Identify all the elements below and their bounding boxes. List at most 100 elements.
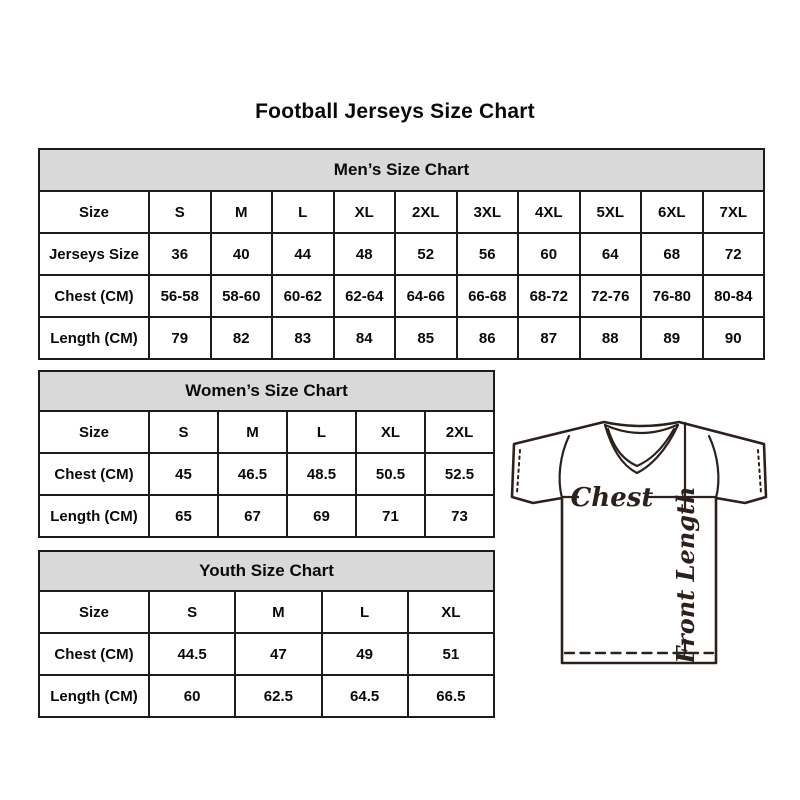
table-cell: 52.5	[424, 452, 495, 496]
column-header: S	[147, 590, 237, 634]
mens-table-title-row: Men’s Size Chart	[38, 148, 765, 192]
womens-table-title: Women’s Size Chart	[38, 370, 495, 412]
table-cell: 69	[286, 494, 357, 538]
table-cell: 65	[148, 494, 219, 538]
table-cell: 46.5	[217, 452, 288, 496]
size-label-header: Size	[38, 590, 150, 634]
column-header: 3XL	[455, 190, 519, 234]
jersey-outline	[510, 420, 768, 665]
row-label: Length (CM)	[38, 674, 150, 718]
table-cell: 36	[148, 232, 212, 276]
table-cell: 58-60	[209, 274, 273, 318]
column-header: XL	[406, 590, 496, 634]
column-header: L	[271, 190, 335, 234]
youth-table: Youth Size Chart Size S M L XL Chest (CM) 44.5 4…	[38, 550, 496, 718]
left-cuff-dotted-line	[516, 449, 521, 494]
youth-table-title: Youth Size Chart	[38, 550, 495, 592]
table-cell: 90	[701, 316, 765, 360]
table-row: Length (CM) 60 62.5 64.5 66.5	[38, 674, 496, 718]
column-header: M	[209, 190, 273, 234]
table-cell: 83	[271, 316, 335, 360]
column-header: S	[148, 190, 212, 234]
column-header: 6XL	[640, 190, 704, 234]
womens-header-row: Size S M L XL 2XL	[38, 410, 495, 454]
column-header: 4XL	[517, 190, 581, 234]
jersey-diagram-svg: Chest Front Length	[510, 420, 768, 665]
size-label-header: Size	[38, 410, 150, 454]
table-cell: 72-76	[578, 274, 642, 318]
table-cell: 72	[701, 232, 765, 276]
row-label: Chest (CM)	[38, 274, 150, 318]
table-cell: 87	[517, 316, 581, 360]
column-header: 7XL	[701, 190, 765, 234]
table-cell: 60	[147, 674, 237, 718]
table-cell: 50.5	[355, 452, 426, 496]
right-armhole-seam	[707, 434, 720, 500]
youth-size-chart-table: Youth Size Chart Size S M L XL Chest (CM) 44.5 4…	[38, 550, 496, 718]
left-armhole-seam	[558, 434, 571, 500]
front-length-label: Front Length	[671, 486, 700, 664]
womens-table-title-row: Women’s Size Chart	[38, 370, 495, 412]
mens-size-chart-table: Men’s Size Chart Size S M L XL 2XL 3XL 4XL 5XL 6XL…	[38, 148, 765, 360]
table-cell: 45	[148, 452, 219, 496]
table-cell: 44.5	[147, 632, 237, 676]
table-cell: 60	[517, 232, 581, 276]
collar-rib-curve	[603, 423, 679, 435]
table-cell: 51	[406, 632, 496, 676]
table-cell: 60-62	[271, 274, 335, 318]
column-header: 2XL	[394, 190, 458, 234]
size-label-header: Size	[38, 190, 150, 234]
table-cell: 62-64	[332, 274, 396, 318]
chest-label-backplate	[579, 483, 645, 510]
table-cell: 67	[217, 494, 288, 538]
chest-label: Chest	[571, 483, 654, 513]
table-row: Length (CM) 79 82 83 84 85 86 87 88 89 90	[38, 316, 765, 360]
table-cell: 86	[455, 316, 519, 360]
table-cell: 76-80	[640, 274, 704, 318]
table-cell: 71	[355, 494, 426, 538]
column-header: M	[217, 410, 288, 454]
column-header: XL	[332, 190, 396, 234]
table-cell: 62.5	[234, 674, 323, 718]
mens-header-row: Size S M L XL 2XL 3XL 4XL 5XL 6XL 7XL	[38, 190, 765, 234]
table-cell: 66-68	[455, 274, 519, 318]
table-cell: 84	[332, 316, 396, 360]
table-cell: 66.5	[406, 674, 496, 718]
table-cell: 82	[209, 316, 273, 360]
column-header: S	[148, 410, 219, 454]
row-label: Length (CM)	[38, 494, 150, 538]
table-cell: 48	[332, 232, 396, 276]
page-title: Football Jerseys Size Chart	[255, 100, 535, 123]
column-header: L	[286, 410, 357, 454]
table-cell: 48.5	[286, 452, 357, 496]
row-label: Jerseys Size	[38, 232, 150, 276]
row-label: Chest (CM)	[38, 632, 150, 676]
youth-table-title-row: Youth Size Chart	[38, 550, 495, 592]
collar-v-outer	[603, 423, 680, 475]
table-cell: 49	[320, 632, 409, 676]
mens-table-title: Men’s Size Chart	[38, 148, 765, 192]
column-header: 5XL	[578, 190, 642, 234]
youth-header-row: Size S M L XL	[38, 590, 496, 634]
column-header: XL	[355, 410, 426, 454]
mens-table: Men’s Size Chart Size S M L XL 2XL 3XL 4XL 5XL 6XL…	[38, 148, 765, 360]
table-row: Chest (CM) 44.5 47 49 51	[38, 632, 496, 676]
table-cell: 56-58	[148, 274, 212, 318]
column-header: M	[234, 590, 323, 634]
table-cell: 68	[640, 232, 704, 276]
table-row: Chest (CM) 56-58 58-60 60-62 62-64 64-66 66-68…	[38, 274, 765, 318]
table-cell: 88	[578, 316, 642, 360]
table-cell: 64-66	[394, 274, 458, 318]
table-cell: 52	[394, 232, 458, 276]
womens-size-chart-table: Women’s Size Chart Size S M L XL 2XL Chest (CM)…	[38, 370, 495, 538]
table-cell: 79	[148, 316, 212, 360]
table-cell: 64	[578, 232, 642, 276]
collar-v-inner	[606, 427, 676, 468]
table-row: Chest (CM) 45 46.5 48.5 50.5 52.5	[38, 452, 495, 496]
table-cell: 47	[234, 632, 323, 676]
row-label: Length (CM)	[38, 316, 150, 360]
table-cell: 80-84	[701, 274, 765, 318]
table-cell: 44	[271, 232, 335, 276]
table-cell: 68-72	[517, 274, 581, 318]
row-label: Chest (CM)	[38, 452, 150, 496]
